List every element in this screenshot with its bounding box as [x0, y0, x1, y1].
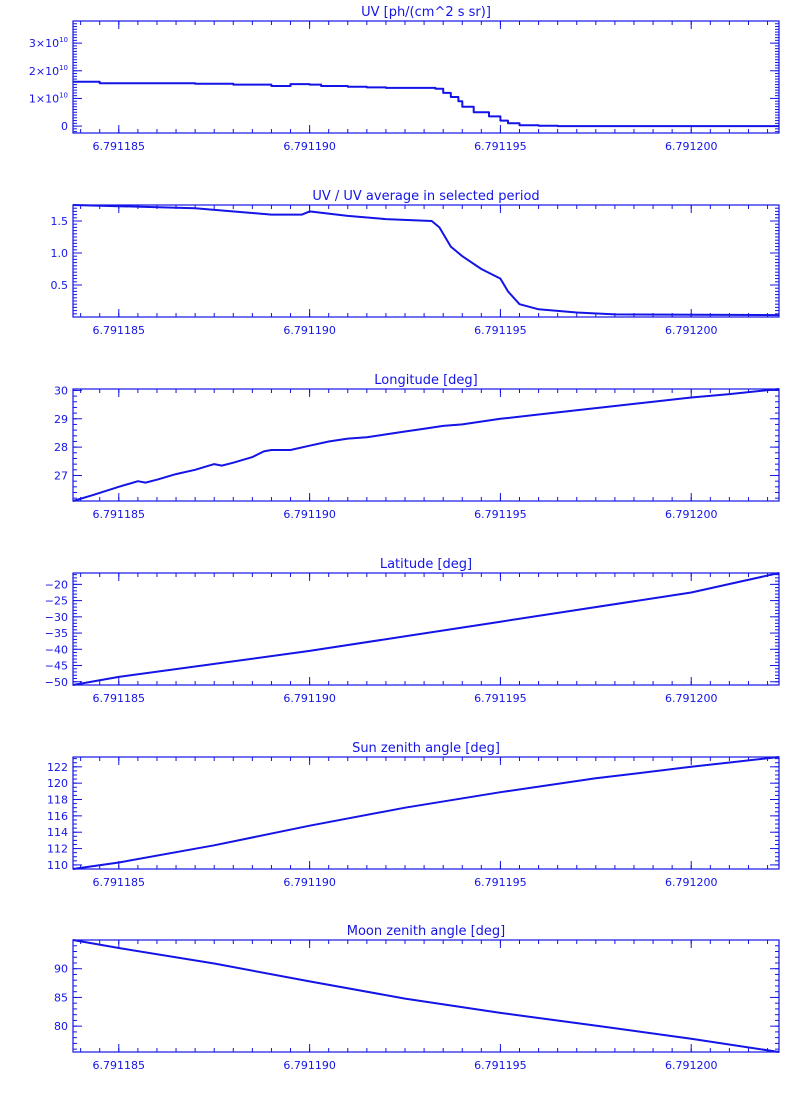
chart-panel: Longitude [deg] 6.791185 6.791190 6.791195 6…: [54, 373, 780, 521]
x-tick-label: 6.791185: [93, 1059, 146, 1072]
y-tick-label: 1.0: [51, 247, 69, 260]
chart-panel: Sun zenith angle [deg] 6.791185 6.791190 6.…: [47, 741, 780, 889]
x-tick-label: 6.791200: [665, 876, 718, 889]
x-tick-label: 6.791195: [474, 1059, 527, 1072]
series-line: [72, 939, 780, 1053]
x-tick-label: 6.791195: [474, 692, 527, 705]
plot-frame: [72, 939, 780, 1053]
x-tick-label: 6.791195: [474, 508, 527, 521]
chart-title: Longitude [deg]: [374, 373, 477, 388]
series-line: [72, 572, 780, 686]
x-tick-label: 6.791200: [665, 1059, 718, 1072]
series-line: [73, 80, 779, 128]
y-tick-label: 3×1010: [29, 36, 68, 50]
y-tick-label: 122: [47, 761, 68, 774]
chart-title: Latitude [deg]: [380, 557, 472, 572]
y-tick-label: 112: [47, 843, 68, 856]
y-tick-label-mantissa: 3×10: [29, 37, 59, 50]
y-tick-label: 27: [54, 469, 68, 482]
y-tick-label: −35: [45, 627, 68, 640]
y-tick-label: −45: [45, 660, 68, 673]
y-tick-label: 114: [47, 826, 68, 839]
y-tick-label: 110: [47, 859, 68, 872]
x-tick-label: 6.791195: [474, 876, 527, 889]
x-tick-label: 6.791195: [474, 324, 527, 337]
y-tick-label: −25: [45, 595, 68, 608]
x-tick-label: 6.791190: [283, 1059, 336, 1072]
y-tick-label: 118: [47, 794, 68, 807]
y-tick-label: −40: [45, 643, 68, 656]
x-tick-label: 6.791200: [665, 692, 718, 705]
y-tick-label-exponent: 10: [59, 64, 68, 72]
y-tick-label: 90: [54, 963, 68, 976]
y-tick-label-mantissa: 2×10: [29, 65, 59, 78]
x-tick-label: 6.791200: [665, 140, 718, 153]
plot-frame: [72, 756, 780, 870]
y-tick-label: −30: [45, 611, 68, 624]
x-tick-label: 6.791185: [93, 140, 146, 153]
series-line: [72, 388, 780, 502]
x-tick-label: 6.791185: [93, 508, 146, 521]
chart-panel: UV / UV average in selected period 6.7911…: [51, 189, 780, 337]
y-tick-label: 28: [54, 441, 68, 454]
y-tick-label: 29: [54, 413, 68, 426]
y-tick-label: 80: [54, 1020, 68, 1033]
y-tick-label-mantissa: 1×10: [29, 92, 59, 105]
plot-frame: [72, 388, 780, 502]
chart-title: Moon zenith angle [deg]: [347, 924, 505, 939]
chart-title: UV / UV average in selected period: [312, 189, 539, 204]
x-tick-label: 6.791200: [665, 324, 718, 337]
y-tick-label: 1.5: [51, 215, 69, 228]
x-tick-label: 6.791190: [283, 140, 336, 153]
chart-title: Sun zenith angle [deg]: [352, 741, 500, 756]
y-tick-label-exponent: 10: [59, 91, 68, 99]
plot-frame: [72, 20, 780, 134]
y-tick-label: 116: [47, 810, 68, 823]
x-tick-label: 6.791185: [93, 876, 146, 889]
plot-frame: [72, 204, 780, 318]
chart-panel: Latitude [deg] 6.791185 6.791190 6.791195 6.…: [45, 557, 780, 705]
x-tick-label: 6.791190: [283, 324, 336, 337]
y-tick-label: 0.5: [51, 279, 69, 292]
x-tick-label: 6.791200: [665, 508, 718, 521]
y-tick-label: −50: [45, 676, 68, 689]
y-tick-label: −20: [45, 578, 68, 591]
x-tick-label: 6.791195: [474, 140, 527, 153]
y-tick-label-mantissa: 0: [61, 120, 68, 133]
y-tick-label: 0: [61, 120, 68, 133]
series-line: [72, 756, 780, 870]
x-tick-label: 6.791190: [283, 692, 336, 705]
chart-title: UV [ph/(cm^2 s sr)]: [361, 5, 491, 20]
chart-panel: UV [ph/(cm^2 s sr)] 6.791185 6.791190 6.791…: [29, 5, 780, 153]
y-tick-label: 120: [47, 777, 68, 790]
x-tick-label: 6.791190: [283, 876, 336, 889]
series-line: [72, 204, 780, 317]
y-tick-label: 2×1010: [29, 64, 68, 78]
x-tick-label: 6.791185: [93, 692, 146, 705]
x-tick-label: 6.791190: [283, 508, 336, 521]
y-tick-label: 1×1010: [29, 91, 68, 105]
plot-frame: [72, 572, 780, 686]
x-tick-label: 6.791185: [93, 324, 146, 337]
y-tick-label-exponent: 10: [59, 36, 68, 44]
chart-panel: Moon zenith angle [deg] 6.791185 6.791190 6…: [54, 924, 780, 1072]
y-tick-label: 30: [54, 384, 68, 397]
y-tick-label: 85: [54, 991, 68, 1004]
